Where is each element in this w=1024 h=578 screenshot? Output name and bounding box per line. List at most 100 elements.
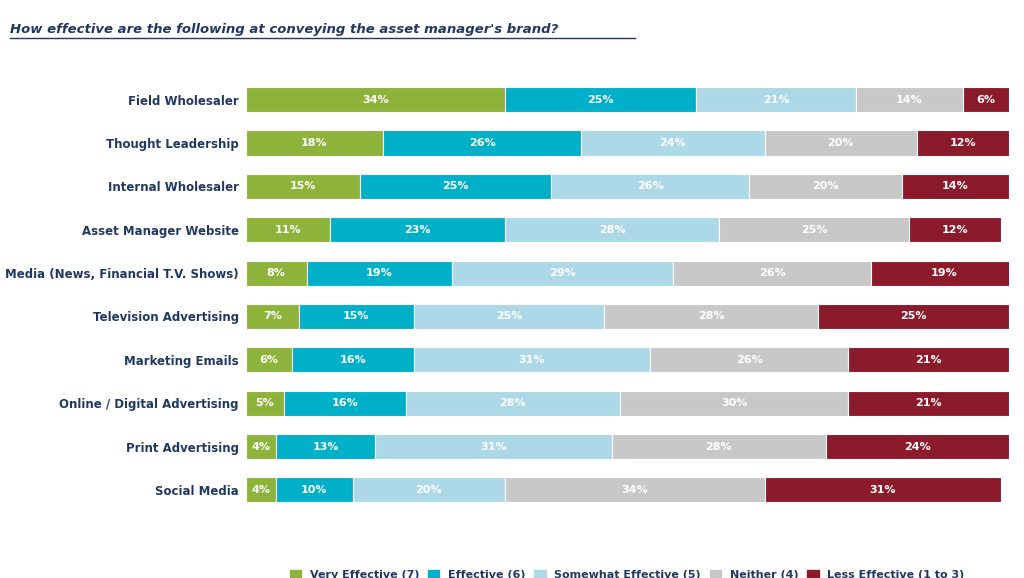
Bar bbox=[620, 391, 849, 416]
Bar bbox=[246, 347, 292, 372]
Text: 14%: 14% bbox=[896, 95, 923, 105]
Bar bbox=[765, 131, 918, 155]
Bar bbox=[246, 87, 505, 112]
Text: 19%: 19% bbox=[931, 268, 957, 278]
Text: 7%: 7% bbox=[263, 312, 282, 321]
Text: 12%: 12% bbox=[949, 138, 976, 148]
Bar bbox=[505, 217, 719, 242]
Text: 21%: 21% bbox=[763, 95, 790, 105]
Text: 28%: 28% bbox=[706, 442, 732, 451]
Text: 28%: 28% bbox=[500, 398, 526, 408]
Text: 25%: 25% bbox=[900, 312, 927, 321]
Bar bbox=[246, 477, 276, 502]
Text: 20%: 20% bbox=[812, 181, 839, 191]
Bar bbox=[582, 131, 765, 155]
Text: 28%: 28% bbox=[599, 225, 626, 235]
Bar bbox=[825, 434, 1009, 459]
Bar bbox=[612, 434, 825, 459]
Text: 31%: 31% bbox=[869, 485, 896, 495]
Bar bbox=[505, 477, 765, 502]
Bar bbox=[696, 87, 856, 112]
Text: 30%: 30% bbox=[721, 398, 748, 408]
Text: 4%: 4% bbox=[252, 442, 270, 451]
Bar bbox=[902, 174, 1009, 199]
Bar bbox=[750, 174, 902, 199]
Text: 19%: 19% bbox=[366, 268, 392, 278]
Bar bbox=[246, 131, 383, 155]
Text: 16%: 16% bbox=[339, 355, 366, 365]
Text: 31%: 31% bbox=[480, 442, 507, 451]
Bar bbox=[360, 174, 551, 199]
Text: How effective are the following at conveying the asset manager's brand?: How effective are the following at conve… bbox=[10, 23, 558, 36]
Text: 11%: 11% bbox=[274, 225, 301, 235]
Bar bbox=[246, 261, 307, 286]
Text: 18%: 18% bbox=[301, 138, 328, 148]
Bar bbox=[383, 131, 582, 155]
Text: 25%: 25% bbox=[442, 181, 469, 191]
Text: 26%: 26% bbox=[469, 138, 496, 148]
Text: 15%: 15% bbox=[290, 181, 316, 191]
Text: 26%: 26% bbox=[736, 355, 763, 365]
Text: 25%: 25% bbox=[801, 225, 827, 235]
Bar bbox=[276, 477, 352, 502]
Text: 28%: 28% bbox=[697, 312, 724, 321]
Bar bbox=[963, 87, 1009, 112]
Bar bbox=[276, 434, 376, 459]
Text: 25%: 25% bbox=[496, 312, 522, 321]
Bar bbox=[909, 217, 1001, 242]
Bar bbox=[452, 261, 673, 286]
Text: 24%: 24% bbox=[659, 138, 686, 148]
Text: 31%: 31% bbox=[518, 355, 545, 365]
Text: 26%: 26% bbox=[759, 268, 785, 278]
Bar bbox=[292, 347, 414, 372]
Text: 21%: 21% bbox=[915, 398, 942, 408]
Bar bbox=[719, 217, 909, 242]
Text: 34%: 34% bbox=[362, 95, 389, 105]
Text: 13%: 13% bbox=[312, 442, 339, 451]
Text: 10%: 10% bbox=[301, 485, 328, 495]
Text: 23%: 23% bbox=[404, 225, 431, 235]
Bar bbox=[246, 174, 360, 199]
Bar bbox=[414, 347, 650, 372]
Text: 21%: 21% bbox=[915, 355, 942, 365]
Text: 15%: 15% bbox=[343, 312, 370, 321]
Text: 29%: 29% bbox=[549, 268, 575, 278]
Bar bbox=[551, 174, 750, 199]
Text: 6%: 6% bbox=[976, 95, 995, 105]
Bar bbox=[918, 131, 1009, 155]
Bar bbox=[330, 217, 505, 242]
Legend: Very Effective (7), Effective (6), Somewhat Effective (5), Neither (4), Less Eff: Very Effective (7), Effective (6), Somew… bbox=[286, 565, 969, 578]
Text: 20%: 20% bbox=[827, 138, 854, 148]
Bar bbox=[650, 347, 849, 372]
Text: 34%: 34% bbox=[622, 485, 648, 495]
Text: 8%: 8% bbox=[267, 268, 286, 278]
Bar bbox=[376, 434, 612, 459]
Text: 4%: 4% bbox=[252, 485, 270, 495]
Bar bbox=[406, 391, 620, 416]
Bar bbox=[505, 87, 696, 112]
Bar bbox=[352, 477, 505, 502]
Bar bbox=[765, 477, 1001, 502]
Text: 12%: 12% bbox=[942, 225, 969, 235]
Bar bbox=[673, 261, 871, 286]
Text: 26%: 26% bbox=[637, 181, 664, 191]
Bar bbox=[856, 87, 963, 112]
Bar bbox=[246, 217, 330, 242]
Bar bbox=[284, 391, 406, 416]
Bar bbox=[299, 304, 414, 329]
Bar bbox=[414, 304, 604, 329]
Bar bbox=[604, 304, 818, 329]
Bar bbox=[246, 391, 284, 416]
Bar bbox=[871, 261, 1016, 286]
Bar bbox=[818, 304, 1009, 329]
Text: 16%: 16% bbox=[332, 398, 358, 408]
Text: 20%: 20% bbox=[416, 485, 442, 495]
Text: 25%: 25% bbox=[587, 95, 613, 105]
Bar bbox=[307, 261, 452, 286]
Bar bbox=[849, 391, 1009, 416]
Text: 24%: 24% bbox=[904, 442, 931, 451]
Text: 5%: 5% bbox=[255, 398, 274, 408]
Bar bbox=[246, 304, 299, 329]
Bar bbox=[246, 434, 276, 459]
Text: 6%: 6% bbox=[259, 355, 279, 365]
